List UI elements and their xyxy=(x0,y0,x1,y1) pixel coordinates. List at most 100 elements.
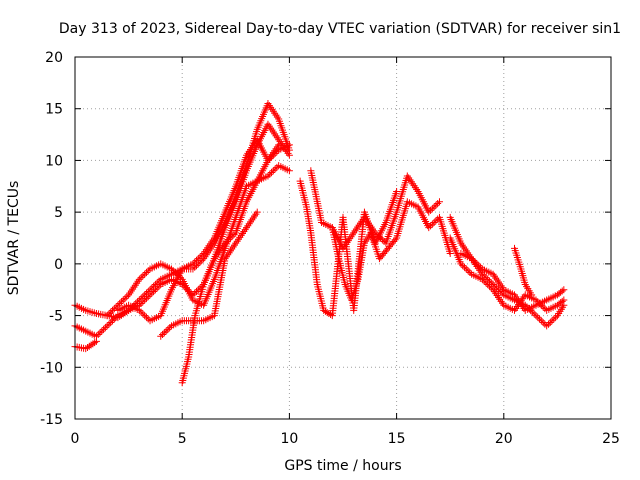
data-point xyxy=(486,282,494,290)
data-point xyxy=(550,315,558,323)
data-point xyxy=(387,241,395,249)
data-point xyxy=(560,296,568,304)
data-point xyxy=(123,293,131,301)
data-point xyxy=(221,239,229,247)
data-point xyxy=(425,224,433,232)
data-point xyxy=(142,294,150,302)
data-point xyxy=(469,256,477,264)
data-point xyxy=(137,308,145,316)
data-point xyxy=(103,312,111,320)
data-point xyxy=(457,260,465,268)
data-point xyxy=(391,236,399,244)
data-point xyxy=(541,305,549,313)
data-point xyxy=(117,298,125,306)
data-point xyxy=(285,151,293,159)
data-point xyxy=(558,287,566,295)
data-point xyxy=(477,263,485,271)
data-point xyxy=(373,231,381,239)
data-point xyxy=(110,315,118,323)
data-point xyxy=(532,312,540,320)
data-point xyxy=(530,310,538,318)
data-point xyxy=(388,239,396,247)
data-point xyxy=(144,293,152,301)
data-point xyxy=(378,251,386,259)
data-point xyxy=(432,201,440,209)
series-arc-13 xyxy=(457,250,568,314)
data-point xyxy=(144,267,152,275)
data-point xyxy=(107,308,115,316)
data-point xyxy=(264,172,272,180)
data-point xyxy=(487,284,495,292)
series-arc-12 xyxy=(446,234,568,314)
data-point xyxy=(171,268,179,276)
data-point xyxy=(196,253,204,261)
data-point xyxy=(475,262,483,270)
data-point xyxy=(107,318,115,326)
data-point xyxy=(137,274,145,282)
x-axis-label: GPS time / hours xyxy=(284,458,401,474)
data-point xyxy=(153,284,161,292)
data-point xyxy=(383,246,391,254)
y-tick-label: -5 xyxy=(49,309,63,325)
x-tick-label: 15 xyxy=(388,431,406,447)
data-point xyxy=(228,232,236,240)
data-point xyxy=(430,203,438,211)
data-point xyxy=(112,303,120,311)
data-point xyxy=(169,267,177,275)
data-point xyxy=(142,313,150,321)
data-point xyxy=(194,255,202,263)
data-point xyxy=(142,268,150,276)
data-point xyxy=(96,329,104,337)
data-point xyxy=(139,298,147,306)
axis-ticks: 0 5 10 15 20 25 -15 -10 -5 0 5 10 15 20 xyxy=(40,50,620,447)
data-point xyxy=(484,281,492,289)
x-tick-label: 20 xyxy=(495,431,513,447)
data-point xyxy=(141,296,149,304)
data-point xyxy=(223,237,231,245)
data-point xyxy=(434,200,442,208)
data-point xyxy=(271,165,279,173)
data-point xyxy=(375,232,383,240)
data-point xyxy=(139,310,147,318)
series-arc-10 xyxy=(328,198,454,304)
data-point xyxy=(539,318,547,326)
data-point xyxy=(384,244,392,252)
y-tick-label: 0 xyxy=(54,257,63,273)
data-point xyxy=(446,250,454,258)
data-point xyxy=(269,167,277,175)
data-point xyxy=(377,234,385,242)
data-point xyxy=(385,243,393,251)
data-point xyxy=(460,263,468,271)
data-point xyxy=(198,251,206,259)
data-point xyxy=(164,325,172,333)
data-point xyxy=(109,317,117,325)
data-point xyxy=(112,313,120,321)
data-point xyxy=(273,163,281,171)
data-point xyxy=(92,337,100,345)
data-point xyxy=(160,329,168,337)
data-point xyxy=(534,313,542,321)
data-point xyxy=(144,315,152,323)
data-point xyxy=(191,258,199,266)
series-arc-6 xyxy=(71,337,100,353)
data-point xyxy=(101,324,109,332)
data-point xyxy=(285,141,293,149)
data-point xyxy=(377,253,385,261)
data-point xyxy=(167,265,175,273)
data-point xyxy=(150,287,158,295)
y-tick-label: 5 xyxy=(54,205,63,221)
data-point xyxy=(435,198,443,206)
x-tick-label: 5 xyxy=(178,431,187,447)
data-point xyxy=(189,260,197,268)
data-point xyxy=(464,267,472,275)
data-point xyxy=(427,206,435,214)
data-point xyxy=(116,300,124,308)
data-point xyxy=(427,222,435,230)
data-point xyxy=(146,291,154,299)
data-point xyxy=(141,312,149,320)
data-point xyxy=(430,218,438,226)
data-point xyxy=(428,220,436,228)
data-point xyxy=(84,343,92,351)
data-point xyxy=(105,310,113,318)
